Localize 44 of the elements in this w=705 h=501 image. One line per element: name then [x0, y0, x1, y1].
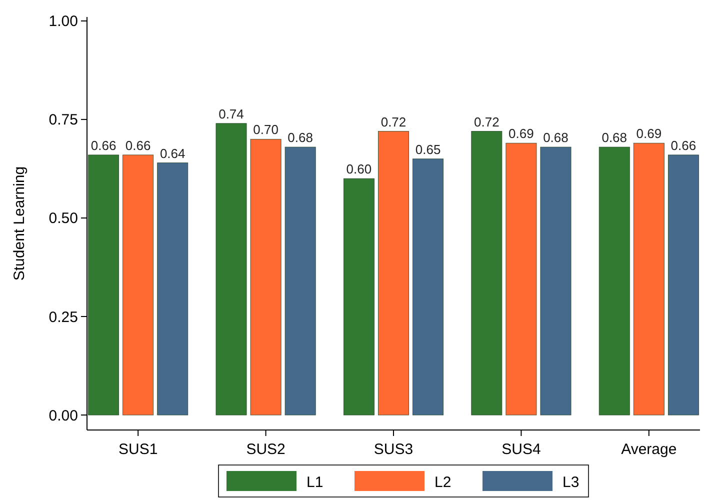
bar — [216, 123, 247, 416]
x-tick-label: Average — [621, 441, 677, 458]
bar — [412, 158, 444, 416]
bar — [122, 154, 154, 416]
x-tick-label: SUS3 — [374, 441, 414, 458]
bar — [378, 131, 409, 416]
data-label: 0.69 — [508, 126, 534, 142]
bar — [250, 138, 282, 416]
data-label: 0.70 — [253, 122, 278, 138]
data-label: 0.72 — [380, 114, 406, 130]
data-label: 0.66 — [670, 138, 696, 153]
bar — [157, 162, 188, 416]
data-label: 0.65 — [415, 142, 441, 157]
x-tick-label: SUS2 — [246, 441, 286, 458]
data-label: 0.68 — [602, 130, 628, 146]
bar — [284, 146, 316, 416]
x-tick-label: SUS4 — [502, 441, 541, 458]
y-tick-label: 0.75 — [48, 112, 78, 129]
y-axis-title: Student Learning — [11, 166, 28, 281]
bar — [668, 154, 699, 416]
bar — [506, 142, 537, 416]
legend-label: L2 — [434, 474, 452, 491]
data-label: 0.69 — [636, 126, 662, 142]
data-label: 0.68 — [288, 130, 313, 146]
legend-label: L3 — [562, 474, 580, 491]
y-tick-label: 0.00 — [48, 407, 78, 424]
y-tick-label: 0.50 — [48, 210, 78, 228]
bar — [343, 178, 374, 416]
data-label: 0.66 — [90, 138, 116, 153]
data-label: 0.68 — [543, 130, 568, 146]
legend-label: L1 — [306, 474, 324, 491]
data-label: 0.72 — [474, 114, 500, 130]
bar — [540, 146, 572, 416]
bar — [633, 142, 664, 416]
data-label: 0.64 — [160, 146, 186, 161]
bar — [471, 131, 502, 416]
x-tick-label: SUS1 — [118, 441, 158, 458]
y-tick-label: 1.00 — [48, 13, 78, 30]
bar — [88, 154, 120, 416]
data-label: 0.66 — [125, 138, 151, 153]
data-label: 0.74 — [218, 106, 244, 122]
bar — [598, 146, 630, 416]
data-label: 0.60 — [346, 162, 372, 177]
y-tick-label: 0.25 — [48, 308, 78, 326]
